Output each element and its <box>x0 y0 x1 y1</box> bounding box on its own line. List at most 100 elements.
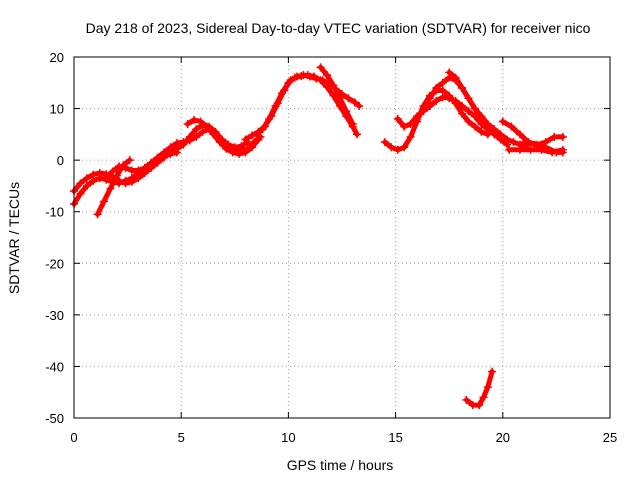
data-point <box>503 135 512 144</box>
data-point <box>76 189 85 198</box>
data-point <box>505 145 514 154</box>
data-point <box>284 78 293 87</box>
data-point <box>451 96 460 105</box>
data-point <box>76 179 85 188</box>
data-point <box>108 167 117 176</box>
y-tick-label: -30 <box>45 308 64 323</box>
data-point <box>89 176 98 185</box>
data-point <box>127 174 136 183</box>
data-point <box>115 162 124 171</box>
data-point <box>271 101 280 110</box>
data-point <box>82 181 91 190</box>
data-point <box>183 120 192 129</box>
data-point <box>121 163 130 172</box>
data-point <box>445 68 454 77</box>
data-point <box>470 122 479 131</box>
data-point <box>192 132 201 141</box>
data-point <box>355 101 364 110</box>
y-tick-label: 20 <box>50 50 64 65</box>
data-point <box>413 112 422 121</box>
data-point <box>350 98 359 107</box>
data-point <box>488 367 497 376</box>
data-point <box>432 96 441 105</box>
data-point <box>477 127 486 136</box>
data-point <box>344 94 353 103</box>
data-points <box>70 63 567 410</box>
data-point <box>241 135 250 144</box>
x-axis-label: GPS time / hours <box>287 457 394 473</box>
data-point <box>172 139 181 148</box>
data-point <box>353 130 362 139</box>
data-point <box>438 78 447 87</box>
y-tick-label: 10 <box>50 102 64 117</box>
data-point <box>115 179 124 188</box>
data-point <box>462 395 471 404</box>
data-point <box>153 156 162 165</box>
data-point <box>464 107 473 116</box>
data-point <box>185 136 194 145</box>
data-point <box>198 127 207 136</box>
data-point <box>112 171 121 180</box>
data-point <box>222 144 231 153</box>
data-point <box>400 143 409 152</box>
data-point <box>140 163 149 172</box>
data-point <box>550 132 559 141</box>
data-point <box>228 148 237 157</box>
x-tick-label: 5 <box>178 430 185 445</box>
data-point <box>515 145 524 154</box>
data-point <box>425 94 434 103</box>
data-point <box>496 130 505 139</box>
data-point <box>100 197 109 206</box>
data-point <box>458 83 467 92</box>
data-point <box>322 82 331 91</box>
data-point <box>393 114 402 123</box>
data-point <box>438 93 447 102</box>
data-point <box>470 104 479 113</box>
data-point <box>530 140 539 149</box>
data-point <box>179 138 188 147</box>
data-point <box>509 138 518 147</box>
data-point <box>166 149 175 158</box>
data-point <box>483 120 492 129</box>
data-point <box>479 393 488 402</box>
data-point <box>235 149 244 158</box>
data-point <box>483 383 492 392</box>
data-point <box>406 120 415 129</box>
data-point <box>329 81 338 90</box>
data-point <box>400 122 409 131</box>
series-line <box>71 126 263 207</box>
data-point <box>252 130 261 139</box>
data-point <box>445 94 454 103</box>
data-point <box>190 115 199 124</box>
data-point <box>498 117 507 126</box>
data-point <box>202 122 211 131</box>
data-point <box>82 174 91 183</box>
data-point <box>464 117 473 126</box>
series-track-e <box>183 115 263 158</box>
data-point <box>515 130 524 139</box>
data-point <box>558 132 567 141</box>
series-track-o <box>520 138 567 157</box>
series-track-h <box>316 63 357 129</box>
data-point <box>303 71 312 80</box>
data-point <box>348 120 357 129</box>
data-point <box>507 122 516 131</box>
data-point <box>265 114 274 123</box>
data-point <box>121 176 130 185</box>
data-point <box>102 174 111 183</box>
chart-title: Day 218 of 2023, Sidereal Day-to-day VTE… <box>86 20 591 36</box>
data-point <box>526 145 535 154</box>
data-point <box>458 101 467 110</box>
data-point <box>380 138 389 147</box>
axis-ticks: 0 5 10 15 20 25 -50 -40 -30 -20 -10 0 10 20 <box>45 50 617 445</box>
data-point <box>419 104 428 113</box>
series-line <box>318 64 356 127</box>
data-point <box>125 156 134 165</box>
data-point <box>322 71 331 80</box>
data-point <box>215 138 224 147</box>
data-point <box>342 107 351 116</box>
data-point <box>290 73 299 82</box>
data-point <box>458 109 467 118</box>
data-point <box>192 125 201 134</box>
